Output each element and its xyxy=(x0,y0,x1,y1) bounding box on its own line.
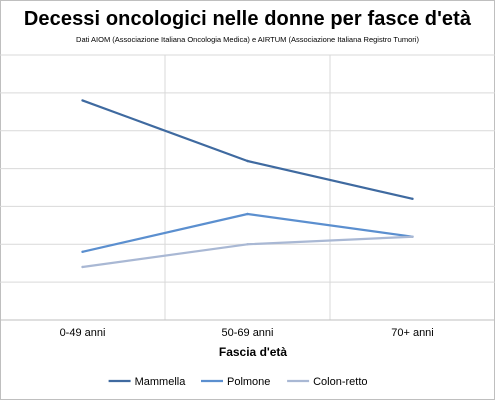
x-axis-label: Fascia d'età xyxy=(219,345,288,359)
data-point xyxy=(411,197,414,201)
series-line-mammella xyxy=(82,99,413,200)
chart-subtitle: Dati AIOM (Associazione Italiana Oncolog… xyxy=(76,35,419,44)
data-point xyxy=(81,99,84,102)
legend-label: Polmone xyxy=(227,376,270,388)
data-point xyxy=(246,159,249,163)
x-tick-label: 0-49 anni xyxy=(60,327,106,339)
legend: Mammella Polmone Colon-retto xyxy=(108,376,368,388)
data-point xyxy=(81,265,84,269)
x-tick-label: 50-69 anni xyxy=(222,327,274,339)
data-point xyxy=(246,212,249,216)
series-lines xyxy=(81,99,414,269)
x-tick-labels: 0-49 anni 50-69 anni 70+ anni xyxy=(60,327,434,339)
series-line-polmone xyxy=(82,212,413,253)
chart-title: Decessi oncologici nelle donne per fasce… xyxy=(23,8,472,30)
grid-lines xyxy=(0,54,495,321)
data-point xyxy=(81,250,84,254)
legend-label: Mammella xyxy=(135,376,187,388)
data-point xyxy=(246,243,249,246)
x-tick-label: 70+ anni xyxy=(391,327,434,339)
data-point xyxy=(411,235,414,238)
legend-label: Colon-retto xyxy=(313,376,367,388)
